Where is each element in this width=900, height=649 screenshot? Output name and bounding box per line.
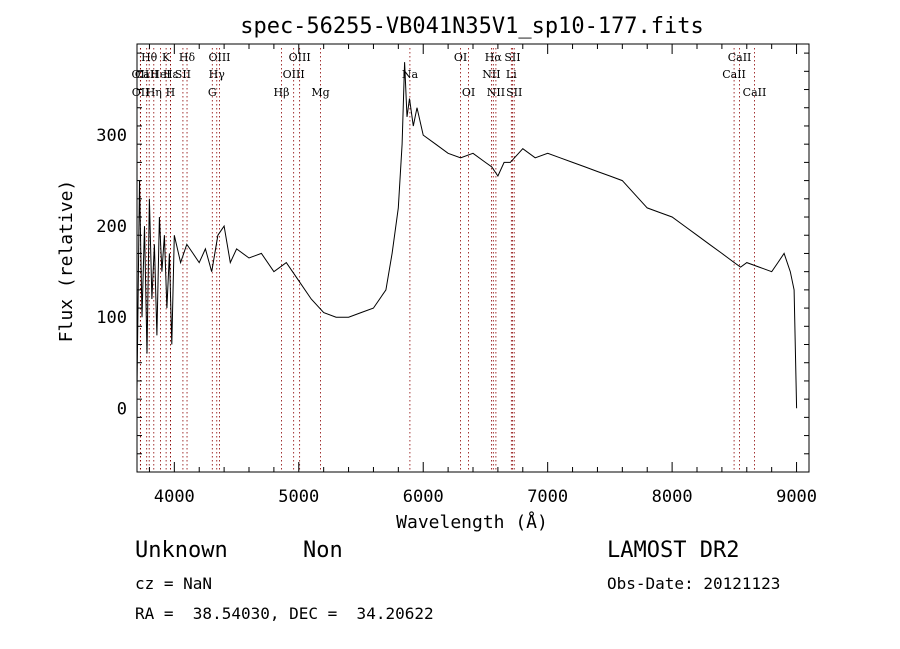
y-axis-label: Flux (relative) xyxy=(56,180,77,343)
observation-date: Obs-Date: 20121123 xyxy=(607,574,781,593)
coordinates-readout: RA = 38.54030, DEC = 34.20622 xyxy=(135,604,434,623)
marker-label-1: OII xyxy=(132,68,150,81)
object-subclass: Non xyxy=(303,538,343,563)
marker-label-27: CaII xyxy=(728,51,752,64)
marker-label-14: Hβ xyxy=(274,86,290,99)
marker-label-25: Li xyxy=(506,68,517,81)
redshift-readout: cz = NaN xyxy=(135,574,213,593)
marker-label-23: NII xyxy=(487,86,505,99)
marker-label-10: SII xyxy=(175,68,191,81)
x-tick-label-8000: 8000 xyxy=(652,487,693,507)
y-tick-label-200: 200 xyxy=(96,217,127,237)
marker-label-21: Hα xyxy=(485,51,503,64)
marker-label-20: OI xyxy=(462,86,475,99)
marker-label-4: K xyxy=(162,51,171,64)
marker-label-8: HeI xyxy=(150,68,170,81)
marker-label-17: Mg xyxy=(311,86,329,99)
marker-label-16: OIII xyxy=(283,68,305,81)
emission-line-markers xyxy=(139,48,755,472)
x-tick-label-9000: 9000 xyxy=(776,487,817,507)
y-axis-ticks: 0 100 200 300 xyxy=(96,52,809,455)
marker-label-7: H xyxy=(166,86,176,99)
spectrum-line xyxy=(136,62,798,409)
x-axis-ticks: 4000 5000 6000 7000 8000 9000 xyxy=(148,44,817,507)
x-tick-label-5000: 5000 xyxy=(278,487,319,507)
y-tick-label-100: 100 xyxy=(96,308,127,328)
marker-label-0: Hθ xyxy=(141,51,158,64)
object-class: Unknown xyxy=(135,538,228,563)
marker-label-29: CaII xyxy=(743,86,767,99)
marker-label-18: Na xyxy=(402,68,419,81)
y-tick-label-300: 300 xyxy=(96,126,127,146)
marker-label-5: Hε xyxy=(163,68,179,81)
x-axis-label: Wavelength (Å) xyxy=(396,511,548,533)
marker-label-28: CaII xyxy=(722,68,746,81)
marker-label-2: OII xyxy=(132,86,150,99)
marker-label-13: G xyxy=(208,86,217,99)
marker-label-9: Hδ xyxy=(179,51,196,64)
survey-name: LAMOST DR2 xyxy=(607,538,740,563)
chart-title: spec-56255-VB041N35V1_sp10-177.fits xyxy=(240,14,704,39)
marker-label-12: Hγ xyxy=(209,68,226,81)
marker-label-22: NII xyxy=(482,68,500,81)
plot-frame xyxy=(136,43,810,473)
marker-label-11: OIII xyxy=(208,51,230,64)
y-tick-label-0: 0 xyxy=(117,399,127,419)
marker-label-24: SII xyxy=(504,51,520,64)
x-tick-label-7000: 7000 xyxy=(527,487,568,507)
marker-label-6: Hη xyxy=(146,86,162,99)
marker-label-26: SII xyxy=(506,86,522,99)
x-tick-label-4000: 4000 xyxy=(154,487,195,507)
marker-label-15: OIII xyxy=(289,51,311,64)
marker-label-19: OI xyxy=(454,51,467,64)
x-tick-label-6000: 6000 xyxy=(403,487,444,507)
